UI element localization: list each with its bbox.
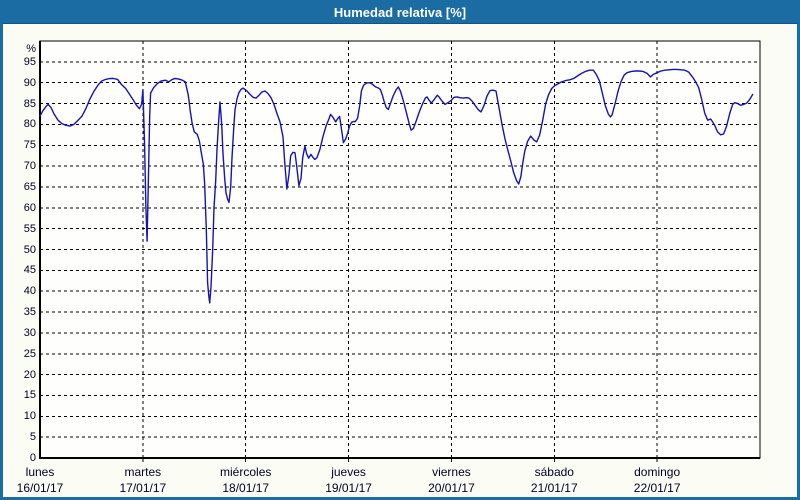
x-day-name-label: viernes (432, 465, 471, 479)
y-tick-label: 70 (23, 160, 36, 173)
y-tick-label: 50 (23, 243, 36, 256)
x-day-name-label: jueves (331, 465, 366, 479)
x-day-name-label: miércoles (220, 465, 272, 479)
chart-title-bar: Humedad relativa [%] (3, 3, 797, 24)
y-tick-label: 55 (23, 222, 36, 235)
y-tick-label: 5 (29, 431, 36, 444)
y-axis-unit-label: % (26, 43, 36, 55)
x-day-date-label: 21/01/17 (530, 481, 578, 495)
y-tick-label: 85 (23, 97, 36, 110)
y-tick-label: 90 (23, 76, 36, 89)
x-day-date-label: 22/01/17 (633, 481, 681, 495)
y-tick-label: 25 (23, 347, 36, 360)
y-tick-label: 60 (23, 201, 36, 214)
x-day-name-label: martes (124, 465, 162, 479)
y-tick-label: 75 (23, 139, 36, 152)
y-tick-label: 40 (23, 285, 36, 298)
humidity-series-line (39, 68, 754, 304)
x-day-name-label: sábado (534, 465, 574, 479)
x-day-name-label: domingo (634, 465, 681, 479)
x-day-date-label: 20/01/17 (428, 481, 475, 495)
x-day-date-label: 19/01/17 (325, 481, 372, 495)
y-tick-label: 65 (23, 180, 36, 193)
x-day-date-label: 17/01/17 (119, 481, 167, 495)
y-tick-label: 10 (23, 410, 36, 423)
chart-title: Humedad relativa [%] (333, 5, 467, 20)
y-tick-label: 45 (23, 264, 36, 277)
plot-canvas (39, 40, 761, 462)
y-tick-label: 0 (29, 452, 36, 464)
y-tick-label: 30 (23, 326, 36, 339)
x-day-date-label: 18/01/17 (222, 481, 270, 495)
y-tick-label: 95 (23, 55, 36, 68)
x-day-date-label: 16/01/17 (16, 481, 64, 495)
y-tick-label: 20 (23, 368, 36, 381)
y-tick-label: 80 (23, 118, 36, 131)
y-tick-label: 15 (23, 389, 36, 402)
y-tick-label: 35 (23, 306, 36, 319)
x-day-name-label: lunes (25, 465, 55, 479)
